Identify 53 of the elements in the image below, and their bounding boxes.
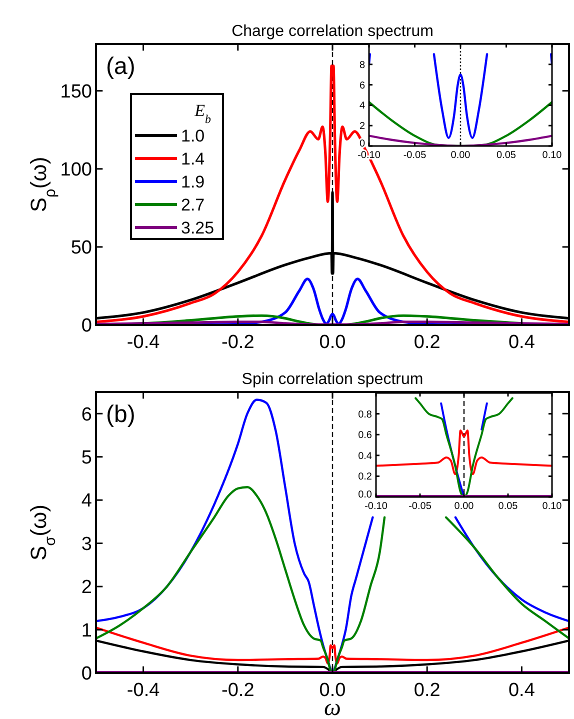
y-tick-label: 1 xyxy=(81,620,92,642)
x-tick-label: 0.10 xyxy=(542,150,562,161)
x-tick-label: 0.00 xyxy=(450,150,471,161)
y-tick-label: 0 xyxy=(359,138,366,150)
y-tick-label: 3 xyxy=(81,534,92,555)
y-tick-label: 0.4 xyxy=(358,450,372,462)
y-tick-label: 2 xyxy=(81,577,92,598)
y-tick-label: 0.2 xyxy=(358,472,372,483)
x-tick-label: -0.2 xyxy=(222,332,254,353)
legend-label: 1.0 xyxy=(181,126,205,146)
y-tick-label: 2 xyxy=(359,121,366,132)
x-tick-label: 0.00 xyxy=(454,501,474,512)
y-tick-label: 4 xyxy=(81,490,92,512)
x-tick-label: -0.4 xyxy=(126,680,160,701)
chart-title: Spin correlation spectrum xyxy=(242,371,424,388)
line-series xyxy=(96,626,569,665)
chart-title: Charge correlation spectrum xyxy=(232,23,434,40)
x-tick-label: -0.2 xyxy=(222,680,254,701)
x-tick-label: 0.4 xyxy=(508,680,536,701)
y-tick-label: 100 xyxy=(60,160,92,181)
line-series xyxy=(414,397,514,497)
legend-title: E$_{b}$ xyxy=(194,101,212,126)
legend-label: 3.25 xyxy=(181,218,214,238)
y-tick-label: 0.6 xyxy=(358,430,372,442)
x-tick-label: 0.05 xyxy=(496,150,516,161)
y-tick-label: 0 xyxy=(81,664,92,685)
legend-label: 1.4 xyxy=(181,149,205,168)
x-tick-label: 0.05 xyxy=(498,501,518,512)
y-tick-label: 50 xyxy=(70,238,92,259)
line-series xyxy=(376,429,552,476)
x-tick-label: 0.10 xyxy=(542,501,562,512)
legend-label: 1.9 xyxy=(181,172,205,192)
x-tick-label: -0.4 xyxy=(126,332,160,353)
x-tick-label: 0.2 xyxy=(414,332,440,353)
x-tick-label: 0.0 xyxy=(319,332,346,353)
y-tick-label: 0.8 xyxy=(358,409,372,420)
legend-label: 2.7 xyxy=(181,195,205,214)
y-tick-label: 8 xyxy=(359,60,366,71)
y-tick-label: 6 xyxy=(359,80,366,92)
y-tick-label: 0.0 xyxy=(358,490,372,500)
x-tick-label: -0.05 xyxy=(408,501,432,512)
x-tick-label: 0.2 xyxy=(414,680,440,701)
y-tick-label: 150 xyxy=(60,81,92,102)
x-tick-label: -0.05 xyxy=(403,150,427,161)
annotation: (b) xyxy=(106,401,136,428)
y-tick-label: 6 xyxy=(81,404,92,426)
y-tick-label: 0 xyxy=(81,316,92,337)
y-tick-label: 5 xyxy=(81,447,92,468)
x-tick-label: -0.10 xyxy=(364,501,388,512)
y-tick-label: 4 xyxy=(359,100,366,112)
annotation: (a) xyxy=(106,53,136,80)
x-tick-label: 0.4 xyxy=(508,332,536,353)
line-series xyxy=(369,134,552,146)
